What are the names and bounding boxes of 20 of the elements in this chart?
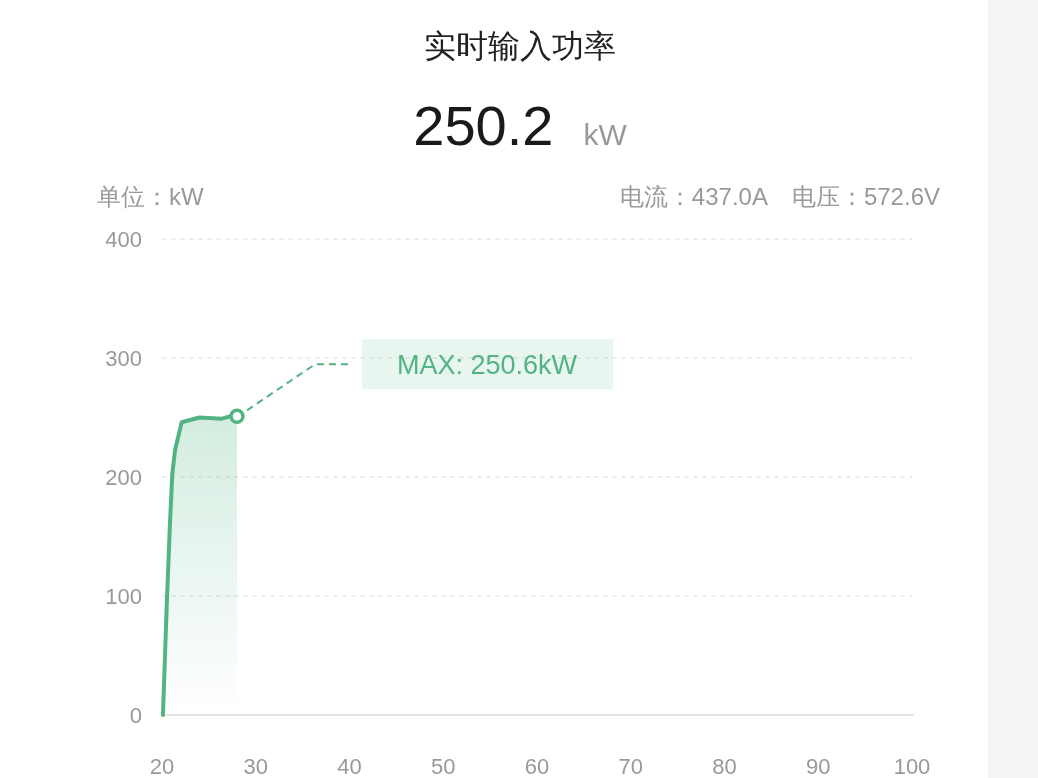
y-tick-label: 100 [105, 584, 142, 609]
x-tick-label: 20 [149, 754, 175, 778]
x-tick-label: 60 [524, 754, 550, 778]
x-tick-label: 40 [337, 754, 362, 778]
y-tick-label: 300 [105, 346, 142, 371]
x-tick-label: 70 [618, 754, 643, 778]
annotation: MAX: 250.6kW [396, 350, 578, 381]
x-tick-label: 30 [243, 754, 268, 778]
x-tick-label: 100 [893, 754, 931, 778]
y-tick-label: 400 [105, 227, 142, 252]
y-tick-label: 0 [129, 703, 142, 728]
x-tick-label: 50 [431, 754, 456, 778]
chart-subtitle: 250.2 kW [413, 94, 628, 157]
y-axis-title: 单位：kW [97, 183, 204, 210]
x-tick-label: 80 [712, 754, 737, 778]
text: 电流：437.0A 电压：572.6V [619, 183, 940, 210]
y-tick-label: 200 [105, 465, 142, 490]
x-tick-label: 90 [806, 754, 831, 778]
max-callout: MAX: 250.6kW [229, 339, 613, 425]
chart-title: 实时输入功率 [424, 28, 616, 64]
